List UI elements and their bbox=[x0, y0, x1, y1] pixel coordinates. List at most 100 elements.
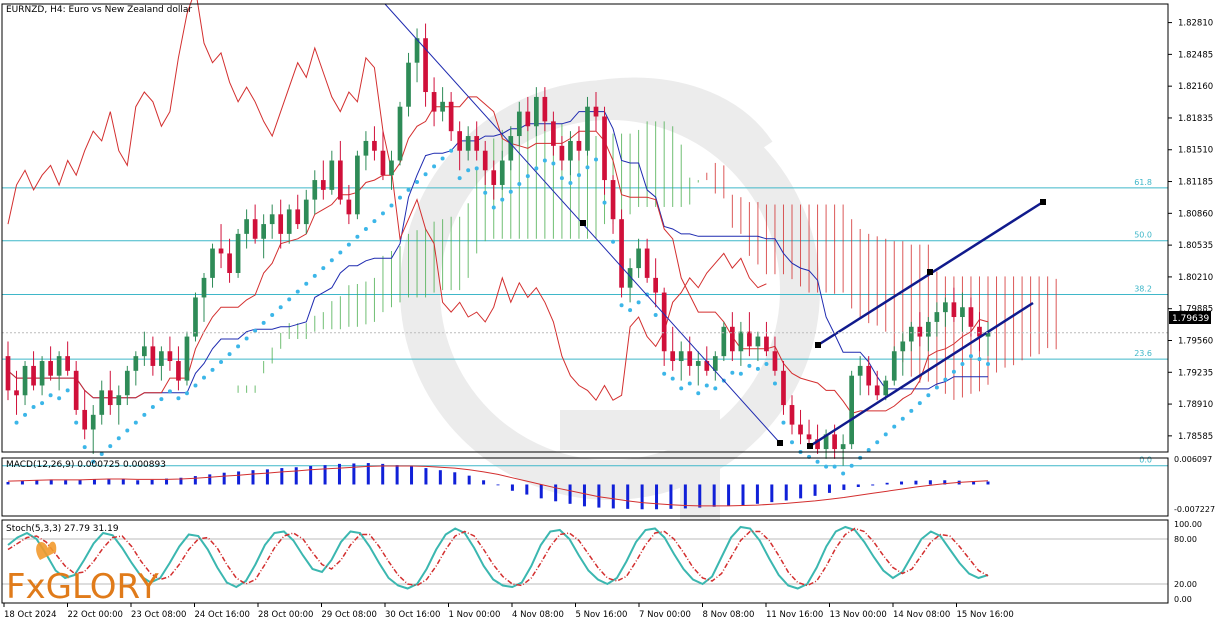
macd-bar bbox=[222, 472, 226, 485]
sar-dot bbox=[568, 181, 573, 186]
candle bbox=[730, 312, 735, 362]
candle-body bbox=[261, 224, 266, 239]
candle bbox=[82, 390, 88, 440]
macd-bar bbox=[251, 470, 255, 485]
sar-dot bbox=[926, 393, 931, 398]
macd-bar bbox=[856, 484, 860, 487]
sar-dot bbox=[551, 161, 556, 166]
sar-dot bbox=[219, 360, 224, 365]
macd-bar bbox=[482, 480, 486, 485]
macd-bar bbox=[784, 484, 788, 501]
candle bbox=[431, 77, 437, 127]
candle-body bbox=[244, 219, 249, 234]
macd-bar bbox=[842, 484, 846, 490]
trendline-anchor bbox=[580, 220, 586, 226]
candle-body bbox=[823, 434, 829, 450]
candle bbox=[900, 331, 906, 376]
trendline-anchor bbox=[1040, 199, 1046, 205]
candle-body bbox=[730, 326, 735, 352]
candle-body bbox=[874, 385, 880, 396]
candle bbox=[448, 92, 454, 141]
tenkan-line bbox=[7, 96, 989, 414]
candle-body bbox=[926, 321, 931, 337]
candle-body bbox=[516, 111, 522, 137]
candle bbox=[712, 351, 718, 381]
sar-dot bbox=[849, 463, 854, 468]
channel-lower-line bbox=[809, 301, 1034, 448]
candle-body bbox=[772, 351, 778, 371]
candle-body bbox=[48, 361, 53, 376]
macd-bar bbox=[813, 484, 817, 496]
macd-bar bbox=[799, 484, 803, 499]
macd-bar bbox=[698, 484, 702, 508]
sar-dot bbox=[738, 371, 743, 376]
sar-dot bbox=[508, 189, 513, 194]
price-tick-label: 1.82485 bbox=[1178, 50, 1213, 60]
macd-bar bbox=[871, 484, 875, 486]
sar-dot bbox=[986, 361, 990, 366]
candle bbox=[65, 341, 70, 376]
sar-dot bbox=[312, 273, 317, 278]
fib-level-label: 61.8 bbox=[1134, 178, 1152, 187]
sar-dot bbox=[824, 464, 829, 469]
candle bbox=[99, 380, 105, 425]
price-pane-border bbox=[1, 3, 1169, 453]
candle bbox=[926, 317, 931, 352]
candle bbox=[235, 228, 241, 278]
candle-body bbox=[406, 62, 411, 107]
sar-dot bbox=[99, 451, 104, 456]
candle-body bbox=[286, 209, 292, 234]
candle-body bbox=[90, 414, 96, 430]
fxglory-logo: FxGLORY bbox=[6, 541, 159, 607]
candle-body bbox=[295, 209, 301, 225]
sar-dot bbox=[150, 405, 155, 410]
macd-bar bbox=[150, 479, 154, 485]
sar-dot bbox=[977, 357, 982, 362]
time-axis-label: 23 Oct 08:00 bbox=[131, 610, 186, 620]
sar-dot bbox=[764, 361, 769, 366]
candle bbox=[482, 140, 488, 185]
macd-bar bbox=[424, 468, 428, 485]
sar-dot bbox=[687, 381, 692, 386]
time-axis-label: 29 Oct 08:00 bbox=[322, 610, 377, 620]
candle bbox=[380, 131, 386, 181]
candle-body bbox=[525, 111, 531, 127]
sar-dot bbox=[815, 459, 820, 464]
sar-dot bbox=[406, 187, 411, 192]
candle-body bbox=[798, 424, 803, 435]
macd-bar bbox=[453, 472, 457, 485]
candle bbox=[414, 28, 420, 83]
sar-dot bbox=[585, 165, 590, 170]
sar-dot bbox=[704, 383, 709, 388]
candle bbox=[908, 321, 914, 352]
candle bbox=[840, 434, 846, 466]
candle-body bbox=[491, 170, 497, 185]
sar-dot bbox=[40, 401, 45, 406]
candle bbox=[977, 312, 982, 352]
sar-dot bbox=[909, 408, 914, 413]
macd-bar bbox=[683, 484, 687, 509]
candle bbox=[593, 92, 599, 132]
candle-body bbox=[39, 361, 45, 386]
candle-body bbox=[440, 101, 445, 112]
candle bbox=[252, 204, 258, 244]
candle bbox=[627, 258, 633, 303]
macd-bar bbox=[35, 480, 39, 485]
candle-body bbox=[124, 370, 130, 396]
candle bbox=[815, 424, 820, 454]
candle bbox=[559, 136, 565, 171]
candle bbox=[193, 292, 198, 342]
macd-bar bbox=[410, 466, 414, 485]
candle bbox=[218, 224, 224, 269]
sar-dot bbox=[270, 313, 275, 318]
candle-body bbox=[559, 145, 565, 161]
candle bbox=[755, 331, 761, 362]
price-tick-label: 1.79560 bbox=[1178, 336, 1213, 346]
sar-dot bbox=[159, 397, 164, 402]
candle-body bbox=[568, 140, 573, 161]
sar-dot bbox=[832, 464, 837, 469]
sar-dot bbox=[355, 234, 360, 239]
candle bbox=[210, 243, 215, 288]
sar-dot bbox=[227, 352, 232, 357]
candle bbox=[142, 331, 147, 366]
